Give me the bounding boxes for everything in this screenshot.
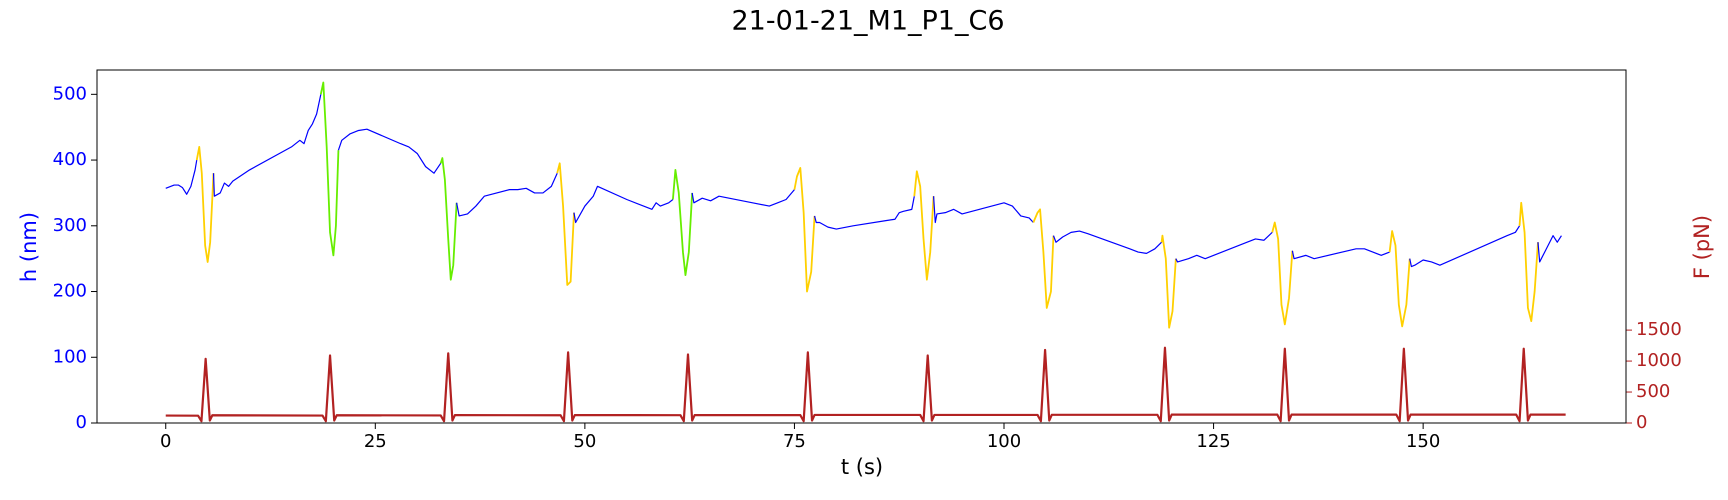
y2-tick-label: 0 [1636,412,1647,433]
height-line [1291,248,1390,260]
height-line [195,146,215,263]
x-tick-label: 100 [987,431,1021,452]
height-line [1537,235,1562,263]
y-tick-label: 200 [53,281,87,302]
height-line [1160,234,1177,329]
height-line [573,185,674,224]
height-line [1518,201,1539,323]
height-line [1388,230,1411,328]
height-line [165,159,198,195]
height-line [1052,230,1163,254]
x-tick-label: 125 [1196,431,1230,452]
x-tick-label: 25 [364,431,387,452]
height-line [1271,221,1294,326]
height-line [813,196,915,230]
force-line [165,346,1566,423]
height-line [439,157,458,281]
height-line [337,128,442,174]
x-tick-label: 150 [1406,431,1440,452]
chart-title: 21-01-21_M1_P1_C6 [731,6,1004,37]
x-tick-label: 75 [783,431,806,452]
height-line [932,196,1034,224]
height-line [1409,225,1521,268]
y2-tick-label: 1000 [1636,350,1682,371]
height-line [1032,208,1055,309]
y-axis-label: h (nm) [17,212,41,282]
y-tick-label: 100 [53,346,87,367]
height-line [691,189,795,207]
x-tick-label: 50 [573,431,596,452]
x-axis-label: t (s) [841,455,883,479]
height-line [793,167,816,293]
height-line [913,170,935,281]
y-tick-label: 300 [53,215,87,236]
height-line [212,94,322,197]
y2-axis-label: F (pN) [1690,215,1714,279]
y-tick-label: 400 [53,149,87,170]
y2-tick-label: 1500 [1636,319,1682,340]
height-line [556,162,575,286]
height-line [456,172,558,217]
height-line [319,81,340,257]
height-line [1175,231,1273,263]
height-line [671,169,694,276]
x-tick-label: 0 [160,431,171,452]
y2-tick-label: 500 [1636,381,1670,402]
y-tick-label: 500 [53,83,87,104]
y-tick-label: 0 [76,412,87,433]
plot-frame [96,69,1627,424]
